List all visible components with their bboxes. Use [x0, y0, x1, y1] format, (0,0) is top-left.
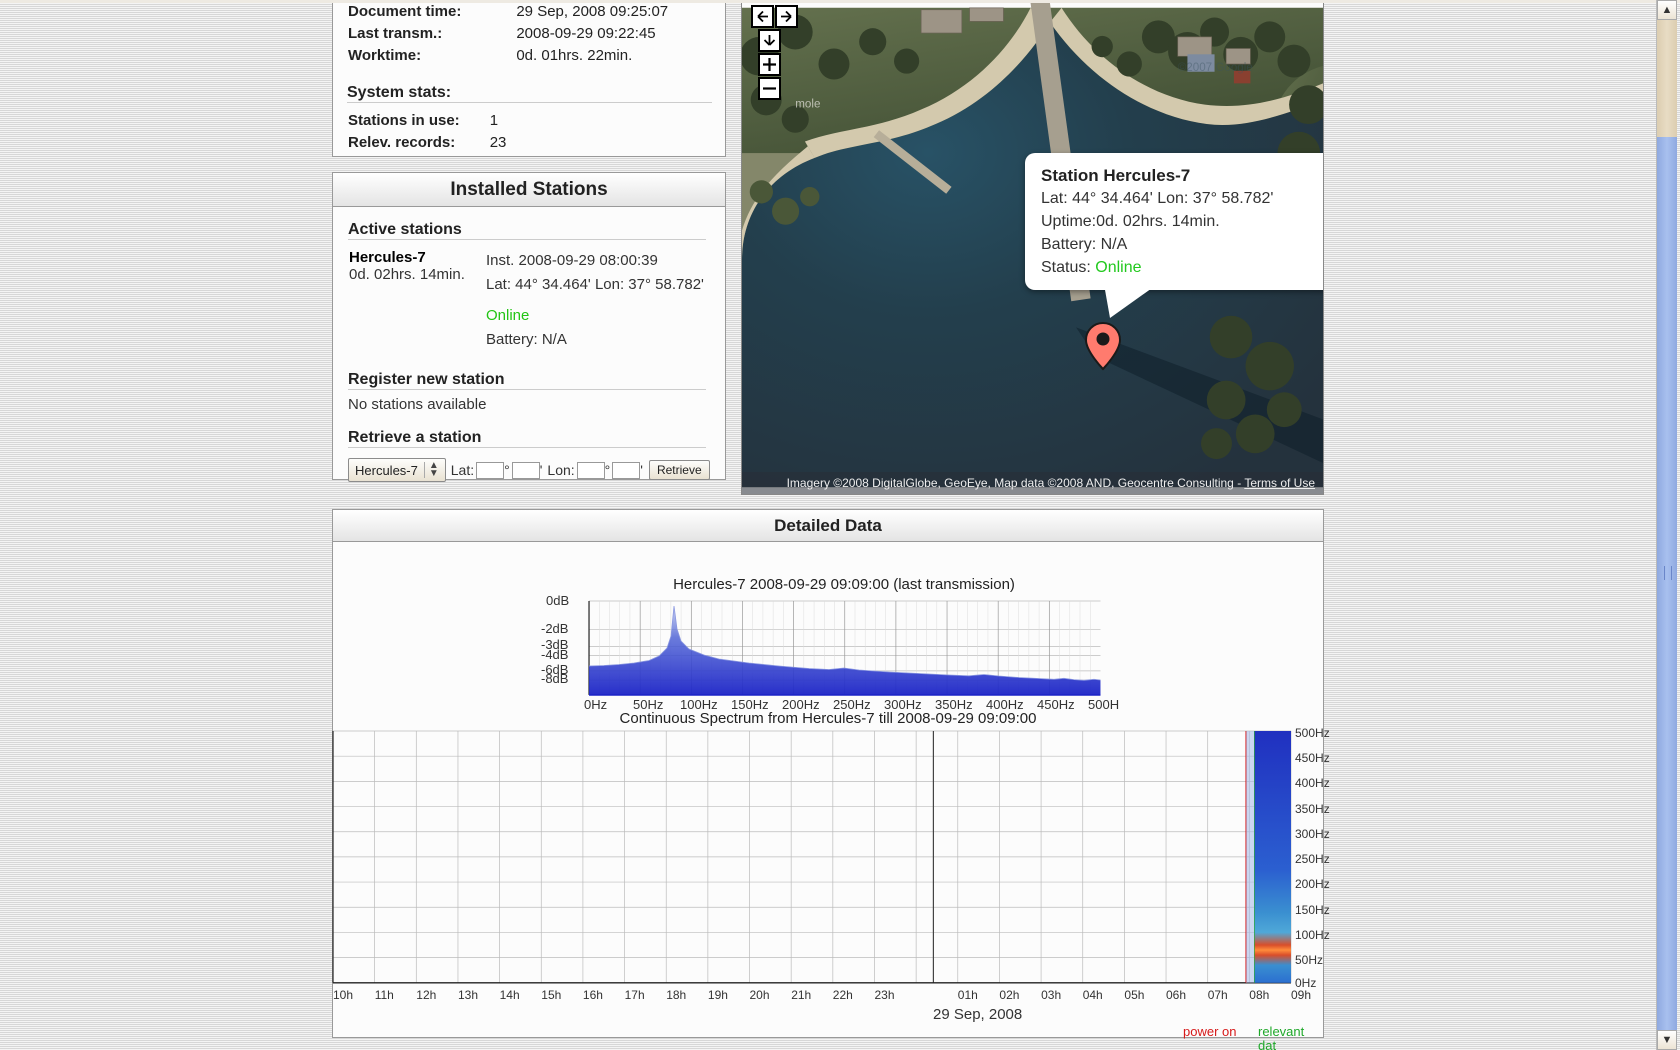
- svg-text:©2007 Google: ©2007 Google: [1178, 61, 1253, 74]
- svg-text:mole: mole: [795, 98, 820, 111]
